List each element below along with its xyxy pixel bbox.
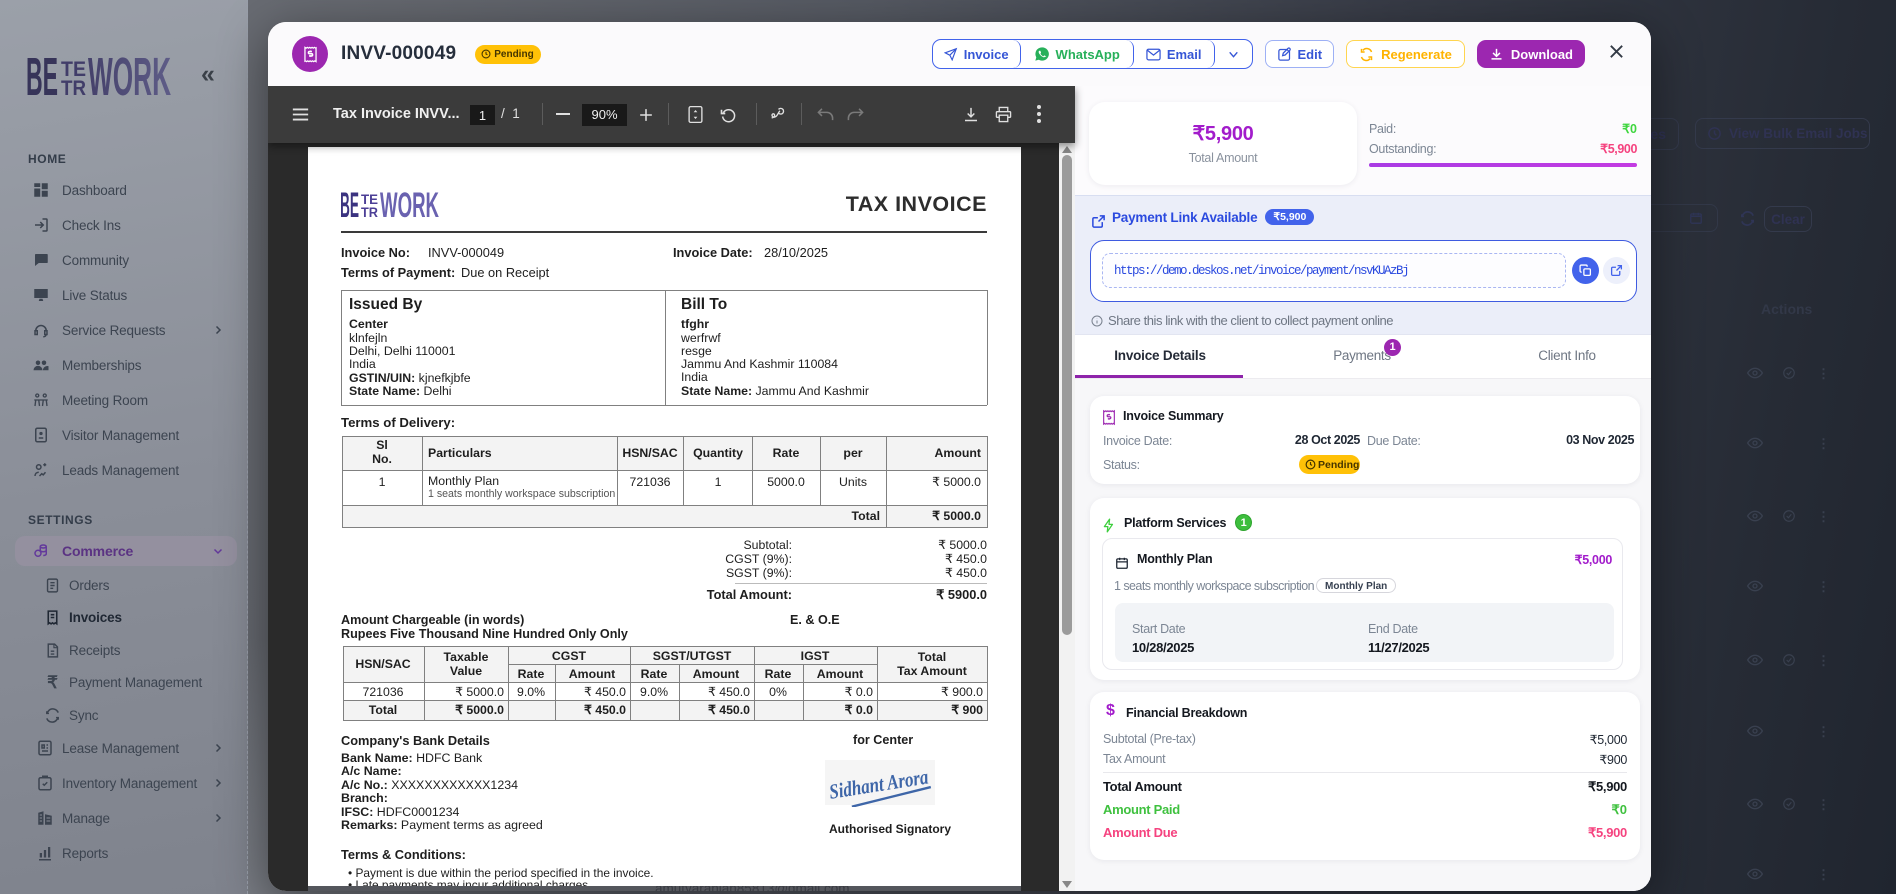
svg-text:WORK: WORK: [88, 55, 171, 97]
svg-text:TR: TR: [361, 205, 378, 219]
svg-text:Sidhant Arora: Sidhant Arora: [827, 765, 930, 804]
svg-text:WORK: WORK: [380, 191, 439, 219]
svg-text:TE: TE: [361, 192, 378, 207]
svg-text:TR: TR: [61, 77, 86, 97]
svg-text:BE: BE: [27, 55, 58, 97]
svg-text:BE: BE: [341, 191, 359, 219]
svg-text:TE: TE: [61, 58, 86, 81]
